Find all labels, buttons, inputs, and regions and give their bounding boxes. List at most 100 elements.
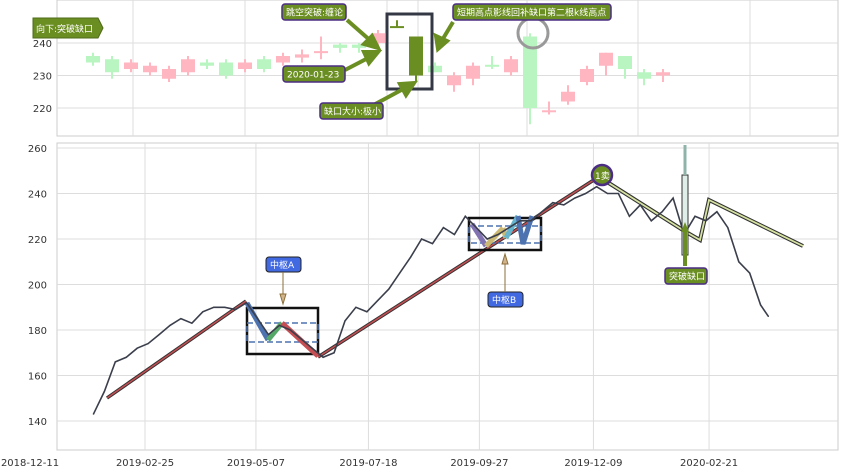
price-point: [486, 238, 488, 240]
price-point: [224, 306, 226, 308]
candle: [447, 72, 461, 92]
candle-body: [504, 59, 518, 73]
bottom-grid: [57, 143, 838, 450]
candle-body: [618, 56, 632, 69]
price-point: [519, 220, 521, 222]
candle-body: [314, 51, 328, 54]
candle: [466, 62, 480, 86]
candle: [409, 36, 423, 82]
candle: [656, 69, 670, 82]
candle-body: [428, 65, 442, 73]
price-point: [497, 233, 499, 236]
y-tick-label: 180: [28, 326, 47, 337]
candle-body: [561, 91, 575, 102]
candle-body: [599, 52, 613, 66]
price-point: [388, 288, 390, 290]
gap-size-label: 缺口大小:极小: [324, 106, 381, 118]
top-plot-area: [56, 0, 839, 137]
price-point: [344, 320, 346, 322]
price-point: [574, 197, 576, 199]
candle: [333, 43, 347, 53]
price-point: [213, 306, 215, 308]
candle-body: [257, 59, 271, 69]
gap-tag: 突破缺口: [664, 267, 708, 285]
price-point: [300, 338, 302, 340]
sell-point-label: 1卖: [595, 171, 610, 182]
gap-size-tag: 缺口大小:极小: [319, 102, 384, 120]
center-a-tag: 中枢A: [265, 256, 302, 306]
price-point: [333, 352, 335, 354]
price-point: [92, 413, 95, 415]
price-point: [442, 227, 445, 229]
x-tick-label: 2020-02-21: [680, 458, 738, 469]
candle: [257, 56, 271, 73]
price-point: [464, 215, 466, 217]
candle-body: [485, 64, 499, 67]
center-b-tag: 中枢B: [487, 252, 524, 308]
price-point: [377, 299, 379, 302]
price-point: [639, 204, 641, 206]
candle: [637, 69, 651, 86]
candle: [428, 62, 442, 73]
sell-point-marker: 1卖: [590, 163, 614, 187]
price-point: [114, 361, 116, 363]
candle: [181, 56, 195, 76]
candle: [618, 56, 632, 79]
candle: [561, 85, 575, 105]
price-point: [245, 302, 248, 304]
candle: [542, 101, 556, 115]
candle-body: [295, 54, 309, 58]
candle: [314, 36, 328, 60]
candle-body: [542, 110, 556, 113]
price-point: [431, 242, 434, 245]
y-tick-label: 260: [28, 144, 47, 155]
candle-body: [276, 56, 290, 63]
candle: [86, 52, 100, 66]
price-point: [552, 202, 554, 204]
price-point: [147, 343, 149, 345]
y-tick-label: 200: [28, 281, 47, 292]
price-point: [563, 204, 565, 206]
candle: [599, 52, 613, 76]
gap-type-tag: 跳空突破:缠论: [281, 3, 347, 21]
candle: [143, 62, 157, 76]
price-point: [595, 186, 598, 188]
candle: [162, 65, 176, 82]
price-point: [366, 311, 368, 313]
candle-body: [219, 62, 233, 76]
candle-body: [447, 75, 461, 86]
price-point: [705, 220, 707, 222]
bottom-plot-area: [56, 142, 839, 451]
y-tick-label: 220: [28, 235, 47, 246]
price-point: [311, 347, 313, 349]
candle-body: [124, 62, 138, 69]
gap-date-tag: 2020-01-23: [282, 65, 346, 83]
y-tick-label: 140: [28, 417, 47, 428]
price-point: [267, 333, 270, 336]
candle: [295, 49, 309, 63]
candle: [504, 56, 518, 76]
x-tick-label: 2019-05-07: [227, 458, 285, 469]
x-tick-label: 2019-07-18: [339, 458, 397, 469]
price-point: [749, 272, 751, 274]
price-point: [661, 211, 663, 213]
top-panel: 220 230 240 向下:突破缺口 跳空突破:缠论 2020-01-23 缺口大…: [32, 0, 839, 137]
price-point: [738, 261, 740, 263]
candle: [200, 59, 214, 69]
center-a-label: 中枢A: [270, 259, 295, 271]
x-tick-label: 2019-12-09: [564, 458, 622, 469]
x-tick-label: 2019-09-27: [450, 458, 508, 469]
gap-arrow: [681, 222, 689, 266]
candle: [352, 43, 366, 53]
price-point: [322, 356, 324, 358]
candle-body: [162, 69, 176, 79]
price-point: [278, 324, 280, 327]
price-point: [355, 306, 357, 308]
price-point: [767, 315, 770, 317]
y-tick-label: 230: [33, 72, 52, 83]
price-point: [289, 329, 291, 331]
price-point: [103, 390, 105, 393]
candle-body: [523, 36, 537, 108]
price-point: [672, 197, 674, 199]
price-point: [606, 192, 609, 195]
